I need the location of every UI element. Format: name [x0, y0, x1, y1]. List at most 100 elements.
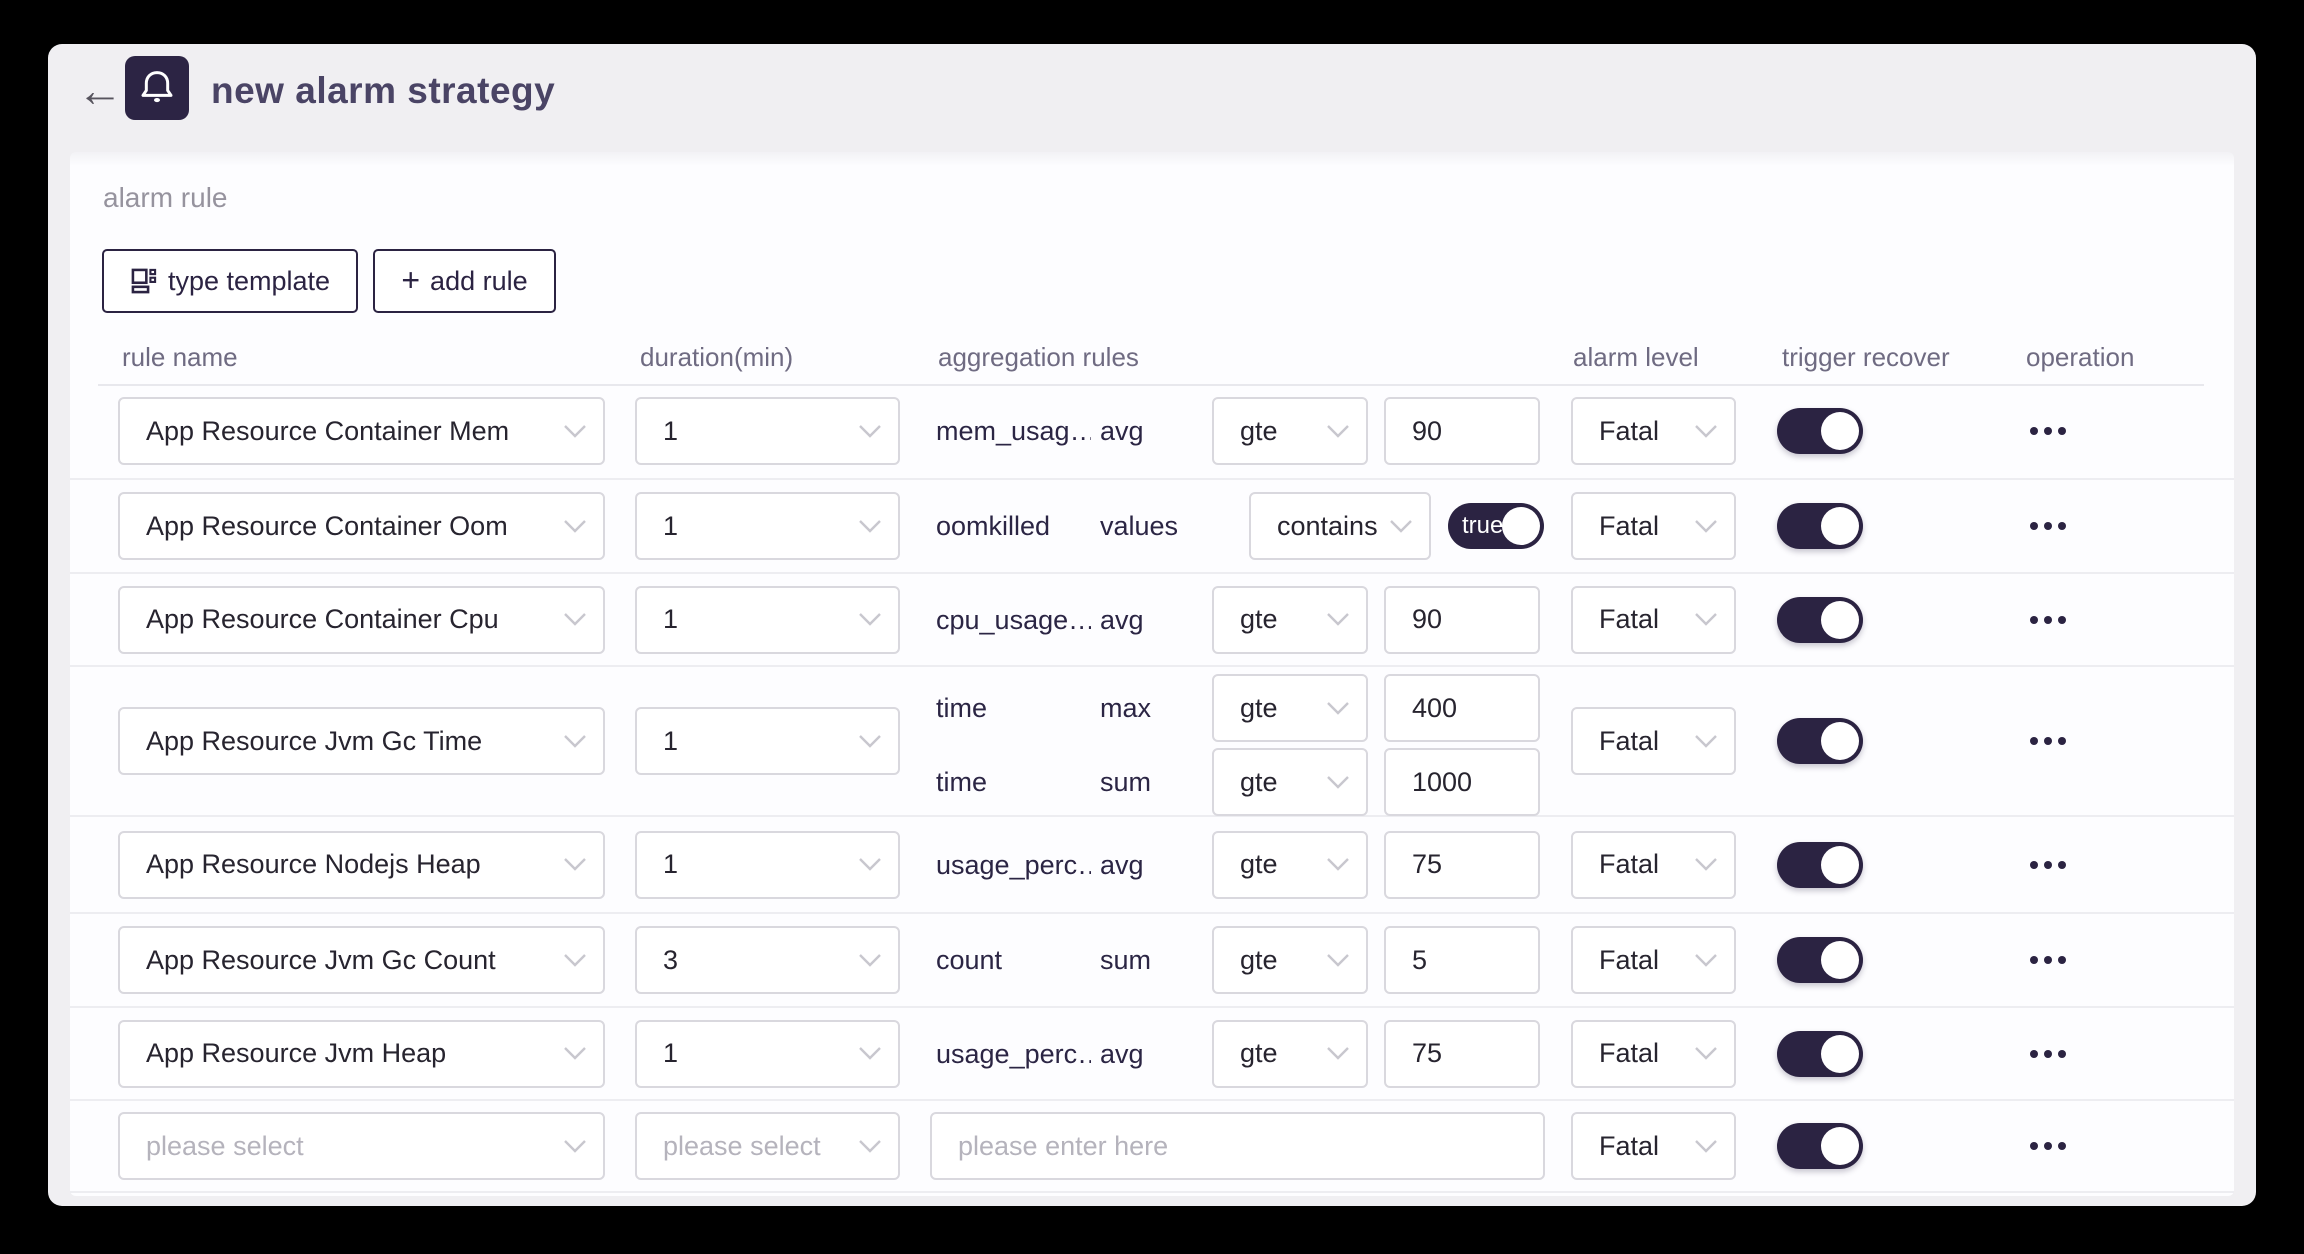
trigger-recover-toggle[interactable]: [1777, 408, 1863, 454]
duration-select[interactable]: 1: [635, 1019, 900, 1088]
chevron-down-icon: [1695, 858, 1717, 871]
duration-select[interactable]: 1: [635, 492, 900, 560]
operation-menu-button[interactable]: [2026, 727, 2070, 755]
operation-menu-button[interactable]: [2026, 512, 2070, 540]
trigger-recover-toggle[interactable]: [1777, 596, 1863, 643]
chevron-down-icon: [564, 1047, 586, 1060]
operator-select[interactable]: gte: [1212, 1019, 1368, 1088]
duration-select[interactable]: 1: [635, 585, 900, 654]
chevron-down-icon: [859, 613, 881, 626]
column-header-operation: operation: [2026, 342, 2135, 372]
column-header-rule-name: rule name: [122, 342, 238, 372]
aggregation-rules-cell: usage_perc… avg gte: [70, 1008, 2234, 1099]
operation-menu-button[interactable]: [2026, 1040, 2070, 1068]
trigger-recover-toggle[interactable]: [1777, 1123, 1863, 1169]
chevron-down-icon: [1327, 858, 1349, 871]
rule-name-select-value: App Resource Jvm Gc Count: [146, 944, 496, 975]
rule-name-select[interactable]: App Resource Container Cpu: [118, 585, 605, 654]
rule-name-select-value: please select: [146, 1130, 304, 1161]
alarm-rule-row: App Resource Jvm Gc Count 3 count sum gte Fat…: [70, 914, 2234, 1008]
back-button[interactable]: ←: [72, 62, 128, 118]
operator-select[interactable]: gte: [1212, 397, 1368, 465]
duration-select[interactable]: 3: [635, 926, 900, 994]
aggregation-input[interactable]: [930, 1112, 1545, 1180]
rule-name-select[interactable]: App Resource Container Oom: [118, 492, 605, 560]
aggregation-function-label: sum: [1100, 945, 1152, 975]
add-rule-label: add rule: [430, 265, 528, 296]
rule-name-select[interactable]: App Resource Nodejs Heap: [118, 830, 605, 899]
alarm-level-select[interactable]: Fatal: [1571, 830, 1736, 899]
trigger-recover-toggle[interactable]: [1777, 1030, 1863, 1077]
table-header-divider: [98, 384, 2204, 386]
threshold-input[interactable]: [1384, 926, 1540, 994]
duration-select[interactable]: 1: [635, 830, 900, 899]
operation-menu-button[interactable]: [2026, 851, 2070, 879]
operator-select-value: gte: [1240, 944, 1278, 975]
aggregation-line: usage_perc… avg gte: [70, 830, 2234, 899]
aggregation-rules-cell: usage_perc… avg gte: [70, 817, 2234, 912]
rule-name-select[interactable]: App Resource Jvm Gc Count: [118, 926, 605, 994]
duration-select[interactable]: 1: [635, 397, 900, 465]
chevron-down-icon: [564, 424, 586, 438]
operation-menu-button[interactable]: [2026, 946, 2070, 974]
duration-select[interactable]: 1: [635, 707, 900, 775]
alarm-level-select[interactable]: Fatal: [1571, 492, 1736, 560]
chevron-down-icon: [859, 519, 881, 533]
add-rule-button[interactable]: + add rule: [373, 249, 556, 313]
alarm-level-select[interactable]: Fatal: [1571, 707, 1736, 775]
rule-name-select[interactable]: App Resource Container Mem: [118, 397, 605, 465]
rule-name-select[interactable]: App Resource Jvm Gc Time: [118, 707, 605, 775]
column-header-alarm-level: alarm level: [1573, 342, 1699, 372]
aggregation-metric-label: mem_usag…: [936, 416, 1091, 446]
rule-name-select[interactable]: please select: [118, 1112, 605, 1180]
aggregation-metric-label: time: [936, 693, 988, 723]
alarm-level-select[interactable]: Fatal: [1571, 397, 1736, 465]
alarm-level-select[interactable]: Fatal: [1571, 1112, 1736, 1180]
operator-select[interactable]: gte: [1212, 585, 1368, 654]
trigger-recover-toggle[interactable]: [1777, 937, 1863, 983]
threshold-input[interactable]: [1384, 585, 1540, 654]
trigger-recover-toggle[interactable]: [1777, 718, 1863, 764]
aggregation-line: count sum gte: [70, 926, 2234, 994]
operation-menu-button[interactable]: [2026, 417, 2070, 445]
alarm-rule-row: App Resource Container Mem 1 mem_usag… avg g…: [70, 384, 2234, 480]
alarm-rule-row: App Resource Container Cpu 1 cpu_usage… avg…: [70, 574, 2234, 667]
operation-menu-button[interactable]: [2026, 1132, 2070, 1160]
operator-select[interactable]: contains: [1249, 492, 1431, 560]
alarm-level-select[interactable]: Fatal: [1571, 926, 1736, 994]
operator-select[interactable]: gte: [1212, 830, 1368, 899]
operator-select-value: gte: [1240, 766, 1278, 797]
type-template-button[interactable]: type template: [102, 249, 358, 313]
alarm-level-select[interactable]: Fatal: [1571, 585, 1736, 654]
value-toggle[interactable]: true: [1448, 503, 1544, 549]
alarm-level-select[interactable]: Fatal: [1571, 1019, 1736, 1088]
aggregation-line: time max gte: [70, 674, 2234, 742]
trigger-recover-toggle[interactable]: [1777, 841, 1863, 888]
operator-select[interactable]: gte: [1212, 674, 1368, 742]
plus-icon: +: [401, 261, 421, 298]
threshold-input[interactable]: [1384, 830, 1540, 899]
duration-select-value: please select: [663, 1130, 821, 1161]
aggregation-metric-label: count: [936, 945, 1003, 975]
alarm-level-select-value: Fatal: [1599, 415, 1660, 446]
threshold-input[interactable]: [1384, 1019, 1540, 1088]
duration-select[interactable]: please select: [635, 1112, 900, 1180]
threshold-input[interactable]: [1384, 397, 1540, 465]
aggregation-line: mem_usag… avg gte: [70, 397, 2234, 465]
aggregation-rules-cell: mem_usag… avg gte: [70, 384, 2234, 478]
aggregation-metric-label: time: [936, 767, 988, 797]
alarm-rule-row: App Resource Jvm Heap 1 usage_perc… avg gte F…: [70, 1008, 2234, 1101]
operator-select-value: gte: [1240, 849, 1278, 879]
aggregation-line: [70, 1112, 2234, 1180]
trigger-recover-toggle[interactable]: [1777, 503, 1863, 549]
chevron-down-icon: [564, 613, 586, 626]
threshold-input[interactable]: [1384, 748, 1540, 816]
operator-select[interactable]: gte: [1212, 748, 1368, 816]
threshold-input[interactable]: [1384, 674, 1540, 742]
alarm-level-select-value: Fatal: [1599, 510, 1660, 541]
rule-name-select[interactable]: App Resource Jvm Heap: [118, 1019, 605, 1088]
aggregation-rules-cell: [70, 1101, 2234, 1191]
operator-select[interactable]: gte: [1212, 926, 1368, 994]
operation-menu-button[interactable]: [2026, 606, 2070, 634]
page-title: new alarm strategy: [211, 70, 556, 111]
